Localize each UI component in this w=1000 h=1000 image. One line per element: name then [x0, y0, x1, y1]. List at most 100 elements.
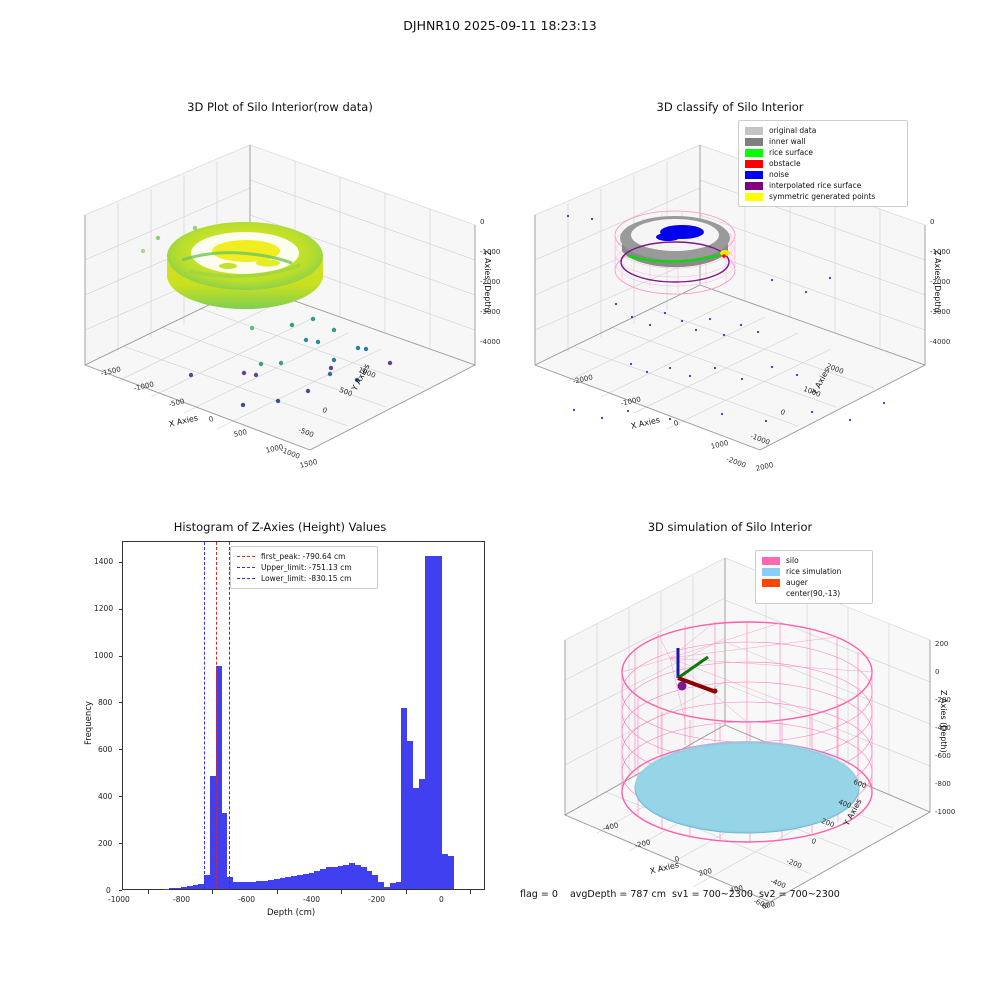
axis-tickmark [276, 890, 278, 894]
legend-label-center: center(90,-13) [786, 589, 841, 598]
legend-item-symmetric-generated-points: symmetric generated points [745, 191, 901, 202]
status-line: flag = 0 avgDepth = 787 cm sv1 = 700~230… [520, 889, 840, 900]
axes3d-simulation-zlabel: Z Axies (Depth) [939, 690, 948, 753]
histogram-marker-lower-limit [203, 542, 205, 889]
legend-line-first-peak [237, 556, 255, 557]
histogram-ytick-2: 400 [98, 792, 113, 801]
histogram-bar [366, 870, 373, 889]
axes3d-classify-ztick-2: -2000 [930, 278, 951, 286]
histogram-bar [331, 866, 338, 889]
legend-item-rice-surface: rice surface [745, 147, 901, 158]
axis-tickmark [118, 561, 122, 563]
histogram-xtick-4: -200 [368, 895, 386, 904]
histogram-bar [186, 886, 193, 889]
legend-swatch-silo [762, 556, 780, 565]
histogram-bar [320, 869, 327, 889]
histogram-ytick-7: 1400 [94, 557, 114, 566]
histogram-bar [302, 874, 309, 889]
histogram-bar [192, 885, 199, 889]
legend-label-symmetric-generated-points: symmetric generated points [769, 192, 876, 201]
axes3d-raw-ztick-2: -2000 [480, 278, 501, 286]
axis-tickmark [405, 890, 407, 894]
panel-3d-classify-title: 3D classify of Silo Interior [656, 100, 804, 114]
legend-item-silo: silo [762, 555, 866, 566]
legend-item-noise: noise [745, 169, 901, 180]
legend-item-center: center(90,-13) [762, 588, 866, 599]
histogram-bar [372, 874, 379, 889]
rice-simulation-surface [634, 741, 860, 834]
histogram-ylabel: Frequency [84, 701, 94, 745]
axes3d-simulation-ztick-1: 0 [935, 668, 940, 676]
histogram-axes[interactable]: first_peak: -790.64 cm Upper_limit: -751… [60, 520, 500, 920]
legend-label-inner-wall: inner wall [769, 137, 806, 146]
scatter-points [140, 225, 393, 408]
histogram-bar [198, 883, 205, 889]
histogram-bar [169, 888, 176, 889]
legend-label-upper-limit: Upper_limit: -751.13 cm [261, 563, 352, 572]
histogram-bar [297, 875, 303, 889]
histogram-bar [273, 879, 280, 889]
histogram-bar [349, 863, 356, 889]
histogram-bar [424, 556, 431, 889]
histogram-plot-area[interactable] [122, 541, 485, 890]
histogram-xtick-5: 0 [439, 895, 444, 904]
classified-silo [614, 210, 736, 295]
histogram-bar [413, 788, 419, 889]
axes3d-raw-canvas [83, 144, 477, 451]
silo-mesh [621, 621, 873, 843]
axes3d-simulation-ztick-0: 200 [935, 640, 949, 648]
axes3d-raw-zlabel: Z Axies (Depth) [483, 250, 492, 313]
histogram-bar [384, 886, 390, 889]
histogram-bar [343, 864, 350, 889]
histogram-marker-upper-limit [229, 542, 230, 889]
legend-item-inner-wall: inner wall [745, 136, 901, 147]
histogram-bar [291, 876, 298, 889]
histogram-marker-first-peak [216, 542, 218, 889]
legend-swatch-rice-surface [745, 148, 763, 157]
histogram-xtick-1: -800 [173, 895, 191, 904]
auger-marker [676, 648, 718, 694]
axis-tickmark [118, 890, 122, 891]
axes3d-raw[interactable]: -1500 -1000 -500 0 500 1000 1500 X Axies… [60, 120, 500, 480]
axes3d-simulation-ztick-6: -1000 [935, 808, 956, 816]
axes3d-simulation[interactable]: silo rice simulation auger center(90,-13… [510, 540, 960, 911]
histogram-bar [250, 881, 257, 889]
panel-3d-raw-title: 3D Plot of Silo Interior(row data) [187, 100, 373, 114]
histogram-bar [389, 883, 396, 889]
classify-legend: original data inner wall rice surface ob… [738, 120, 908, 207]
axes3d-classify[interactable]: original data inner wall rice surface ob… [510, 120, 960, 480]
histogram-bar [401, 708, 408, 889]
axis-tickmark [118, 655, 122, 657]
histogram-bar [233, 882, 240, 889]
axes3d-simulation-ztick-4: -600 [935, 752, 951, 760]
histogram-bar [262, 880, 269, 889]
axes3d-simulation-ztick-3: -400 [935, 724, 951, 732]
noise-scatter [566, 214, 886, 423]
legend-label-obstacle: obstacle [769, 159, 801, 168]
axis-tickmark [118, 702, 122, 704]
axis-tickmark [118, 608, 122, 610]
histogram-xtick-0: -1000 [108, 895, 130, 904]
histogram-bar [436, 556, 443, 889]
legend-label-original-data: original data [769, 126, 817, 135]
legend-label-noise: noise [769, 170, 789, 179]
legend-item-auger: auger [762, 577, 866, 588]
histogram-bar [221, 812, 228, 889]
panel-histogram: Histogram of Z-Axies (Height) Values fir… [60, 520, 500, 920]
histogram-bar [430, 556, 437, 889]
histogram-bar [244, 881, 251, 889]
histogram-bar [227, 877, 234, 889]
histogram-ytick-4: 800 [98, 698, 113, 707]
axes3d-classify-zlabel: Z Axies (Depth) [933, 250, 942, 313]
panel-histogram-title: Histogram of Z-Axies (Height) Values [173, 520, 387, 534]
histogram-bar [407, 741, 414, 889]
histogram-bar [239, 881, 245, 889]
legend-label-rice-simulation: rice simulation [786, 567, 842, 576]
simulation-legend: silo rice simulation auger center(90,-13… [755, 550, 873, 604]
legend-swatch-rice-simulation [762, 567, 780, 576]
histogram-bar [175, 887, 181, 889]
axes3d-simulation-ztick-5: -800 [935, 780, 951, 788]
axis-tickmark [341, 890, 343, 894]
histogram-bar [355, 864, 361, 889]
